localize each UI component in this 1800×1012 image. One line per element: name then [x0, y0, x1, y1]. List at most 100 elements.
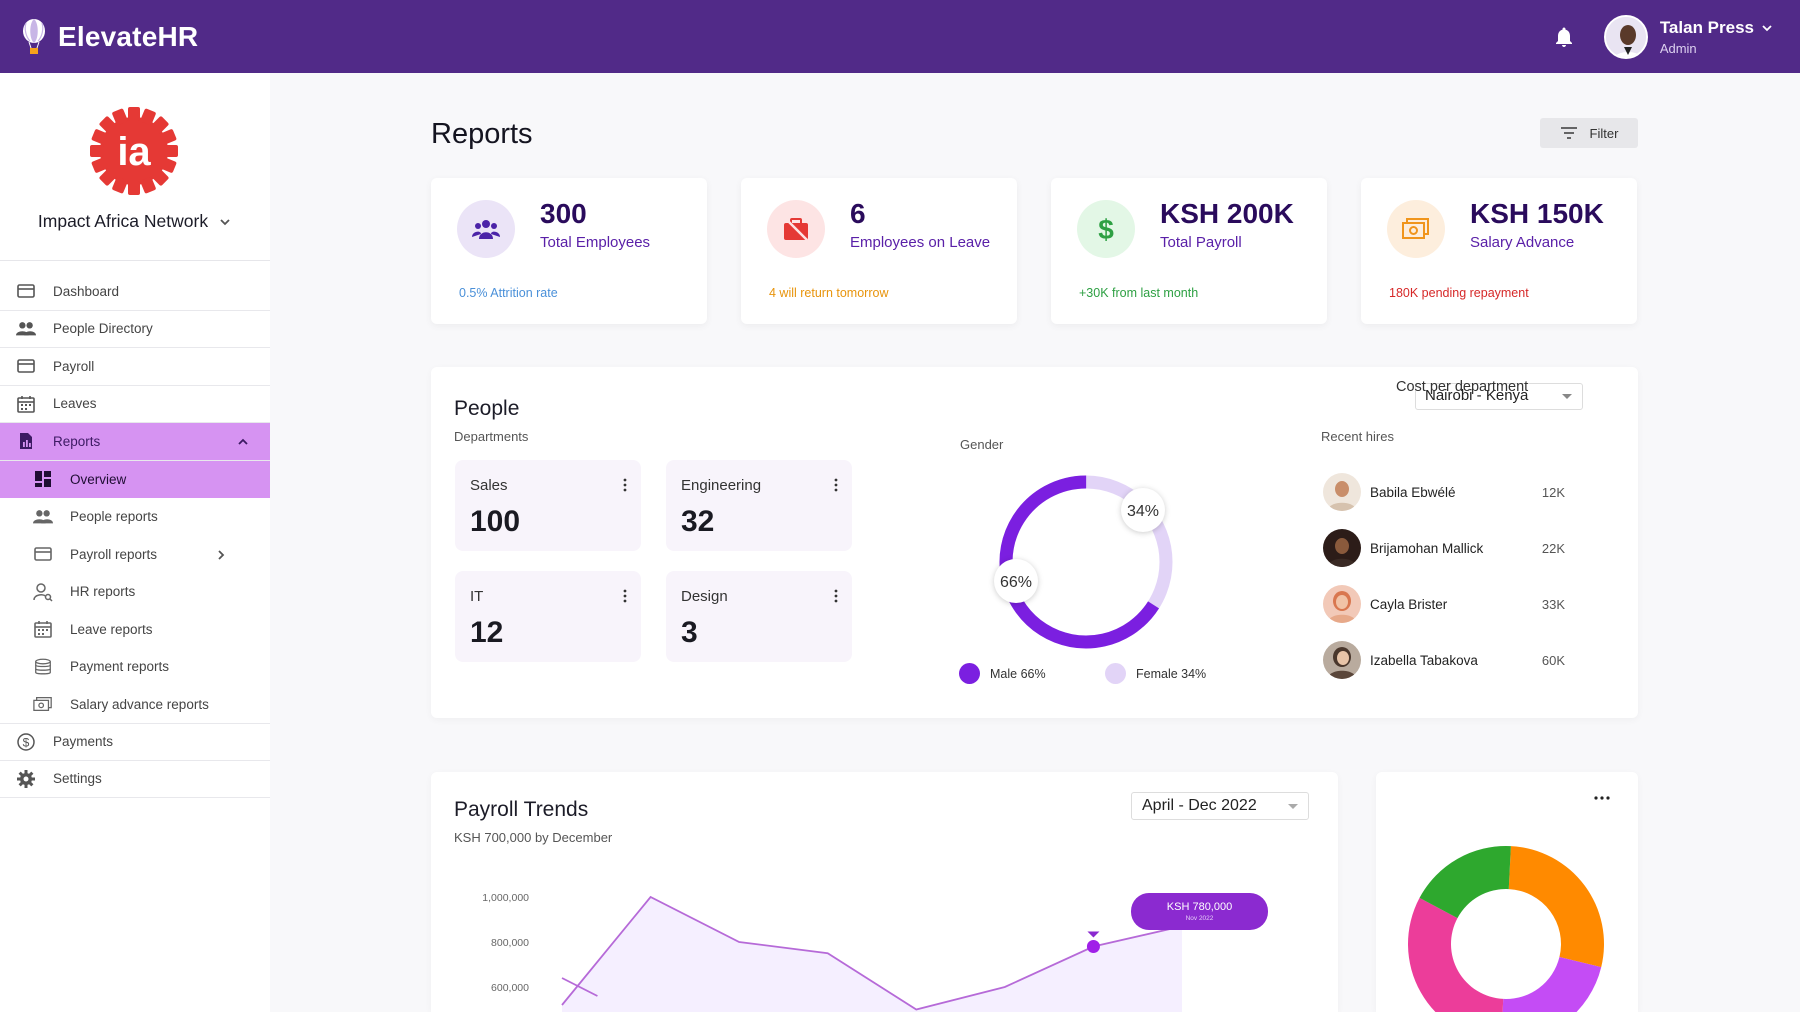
stat-footnote: +30K from last month — [1079, 286, 1199, 300]
cost-per-department-label: Cost per department — [1396, 379, 1529, 395]
department-pie-chart — [1408, 846, 1604, 1012]
tooltip-value: KSH 780,000 — [1166, 901, 1233, 913]
hire-name: Cayla Brister — [1370, 596, 1448, 612]
y-tick-label: 600,000 — [491, 982, 529, 994]
sidebar-item-hr-reports[interactable]: HR reports — [0, 573, 270, 611]
filter-icon — [1560, 127, 1577, 139]
sidebar-item-salary-advance-reports[interactable]: Salary advance reports — [0, 686, 270, 724]
chevron-up-icon[interactable] — [236, 435, 250, 449]
sidebar-item-overview[interactable]: Overview — [0, 460, 270, 498]
calendar-icon — [33, 619, 53, 639]
calendar-icon — [16, 394, 36, 414]
chevron-right-icon[interactable] — [214, 548, 228, 562]
chevron-down-icon — [220, 218, 230, 225]
recent-hire-row[interactable]: Cayla Brister 33K — [1323, 584, 1593, 624]
person-search-icon — [33, 582, 53, 602]
card-icon — [33, 544, 53, 564]
pie-slice[interactable] — [1419, 846, 1511, 919]
department-card-engineering[interactable]: Engineering 32 — [666, 460, 852, 551]
sidebar-item-label: People Directory — [53, 321, 153, 337]
avatar — [1323, 641, 1361, 679]
stat-label: Total Employees — [540, 234, 651, 251]
sidebar-item-payroll[interactable]: Payroll — [0, 348, 270, 386]
hire-name: Izabella Tabakova — [1370, 652, 1478, 668]
sidebar-item-payments[interactable]: $ Payments — [0, 723, 270, 761]
more-vertical-icon[interactable] — [834, 588, 838, 604]
recent-hire-row[interactable]: Babila Ebwélé 12K — [1323, 472, 1593, 512]
app-name: ElevateHR — [58, 20, 199, 52]
user-avatar[interactable] — [1603, 14, 1648, 59]
highlight-point[interactable] — [1086, 940, 1100, 953]
pie-slice[interactable] — [1408, 897, 1504, 1012]
department-card-design[interactable]: Design 3 — [666, 571, 852, 662]
recent-hire-row[interactable]: Brijamohan Mallick 22K — [1323, 528, 1593, 568]
pie-slice[interactable] — [1501, 956, 1602, 1012]
stat-value: KSH 150K — [1470, 198, 1604, 229]
filter-button[interactable]: Filter — [1540, 118, 1638, 148]
more-vertical-icon[interactable] — [834, 477, 838, 493]
sidebar-item-leave-reports[interactable]: Leave reports — [0, 611, 270, 649]
organization-logo-text: ia — [117, 130, 151, 174]
dashboard-icon — [33, 469, 53, 489]
caret-down-icon — [1288, 804, 1298, 809]
department-pie-card — [1376, 772, 1638, 1012]
female-percent-label: 34% — [1127, 503, 1159, 520]
department-card-sales[interactable]: Sales 100 — [455, 460, 641, 551]
sidebar-item-label: Payments — [53, 734, 114, 750]
more-vertical-icon[interactable] — [623, 477, 627, 493]
sidebar-item-reports[interactable]: Reports — [0, 423, 270, 461]
stat-label: Employees on Leave — [850, 234, 991, 251]
hire-value: 12K — [1541, 484, 1565, 500]
recent-hire-row[interactable]: Izabella Tabakova 60K — [1323, 640, 1593, 680]
department-name: Engineering — [681, 477, 762, 494]
stat-label: Total Payroll — [1160, 234, 1242, 251]
sidebar-item-people-directory[interactable]: People Directory — [0, 311, 270, 348]
trends-title: Payroll Trends — [454, 798, 589, 821]
avatar — [1323, 585, 1361, 623]
date-range-select[interactable]: April - Dec 2022 — [1131, 792, 1309, 820]
sidebar-item-dashboard[interactable]: Dashboard — [0, 273, 270, 311]
sidebar-item-label: Settings — [53, 771, 102, 787]
sidebar-item-payroll-reports[interactable]: Payroll reports — [0, 536, 270, 574]
user-menu[interactable]: Talan Press Admin — [1660, 18, 1774, 56]
sidebar-item-label: Leaves — [53, 396, 97, 412]
cost-location-value: Nairobi - Kenya — [1425, 387, 1529, 404]
gear-icon — [16, 769, 36, 789]
department-card-it[interactable]: IT 12 — [455, 571, 641, 662]
organization-switcher[interactable]: Impact Africa Network — [0, 211, 270, 232]
sidebar-item-label: Reports — [53, 433, 101, 449]
sidebar-item-leaves[interactable]: Leaves — [0, 386, 270, 423]
pie-slice[interactable] — [1508, 846, 1604, 968]
tooltip-pointer — [1087, 931, 1100, 938]
notification-bell-icon[interactable] — [1552, 25, 1576, 49]
legend-swatch — [959, 663, 980, 684]
stat-footnote: 4 will return tomorrow — [769, 286, 889, 300]
more-vertical-icon[interactable] — [623, 588, 627, 604]
sidebar-item-people-reports[interactable]: People reports — [0, 498, 270, 536]
sidebar-item-label: Leave reports — [70, 621, 153, 637]
sidebar-item-label: Overview — [70, 471, 127, 487]
more-horizontal-icon[interactable] — [1594, 796, 1610, 800]
sidebar-item-payment-reports[interactable]: Payment reports — [0, 648, 270, 686]
legend-swatch — [1105, 663, 1126, 684]
y-tick-label: 800,000 — [491, 937, 529, 949]
stat-footnote: 180K pending repayment — [1389, 286, 1529, 300]
suitcase-off-icon — [767, 200, 825, 258]
cost-location-select[interactable]: Nairobi - Kenya — [1415, 383, 1583, 410]
brand[interactable]: ElevateHR — [20, 18, 199, 55]
svg-text:$: $ — [23, 735, 30, 749]
coins-icon — [33, 657, 53, 677]
tooltip-date: Nov 2022 — [1185, 915, 1214, 922]
sidebar-item-label: Payment reports — [70, 659, 170, 675]
legend-female: Female 34% — [1105, 663, 1206, 684]
cash-icon — [33, 694, 53, 714]
sidebar-item-settings[interactable]: Settings — [0, 761, 270, 798]
gender-label: Gender — [960, 437, 1004, 452]
card-icon — [16, 356, 36, 376]
sidebar-item-label: Dashboard — [53, 283, 120, 299]
hire-name: Brijamohan Mallick — [1370, 540, 1484, 556]
people-icon — [16, 319, 36, 339]
stat-footnote: 0.5% Attrition rate — [459, 286, 558, 300]
trends-subtitle: KSH 700,000 by December — [454, 830, 613, 845]
top-navigation-bar: ElevateHR Talan Press Admin — [0, 0, 1800, 73]
